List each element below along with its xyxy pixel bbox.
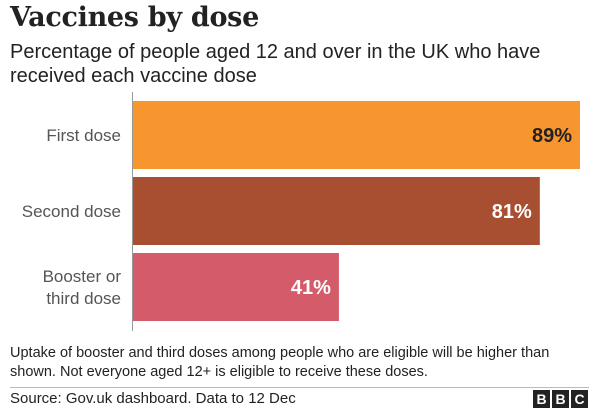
bar-chart: 89% First dose 81% Second dose 41% Booster or…	[22, 92, 580, 331]
source-text: Source: Gov.uk dashboard. Data to 12 Dec	[10, 390, 296, 407]
bar	[133, 101, 580, 169]
footer-divider	[10, 387, 589, 388]
bar	[133, 253, 339, 321]
data-label: 81%	[492, 201, 532, 223]
category-label: third dose	[46, 289, 121, 308]
data-label: 41%	[291, 277, 331, 299]
category-label: Second dose	[22, 202, 121, 221]
data-label: 89%	[532, 125, 572, 147]
bbc-logo-letter: C	[571, 390, 588, 408]
bbc-logo-letter: B	[552, 390, 569, 408]
chart-title: Vaccines by dose	[10, 2, 259, 33]
bbc-logo-letter: B	[533, 390, 550, 408]
category-label: Booster or	[43, 267, 122, 286]
bbc-logo: B B C	[533, 390, 588, 408]
category-label: First dose	[46, 126, 121, 145]
chart-subtitle: Percentage of people aged 12 and over in…	[10, 41, 541, 87]
chart-footnote: Uptake of booster and third doses among …	[10, 345, 550, 380]
bar	[133, 177, 540, 245]
